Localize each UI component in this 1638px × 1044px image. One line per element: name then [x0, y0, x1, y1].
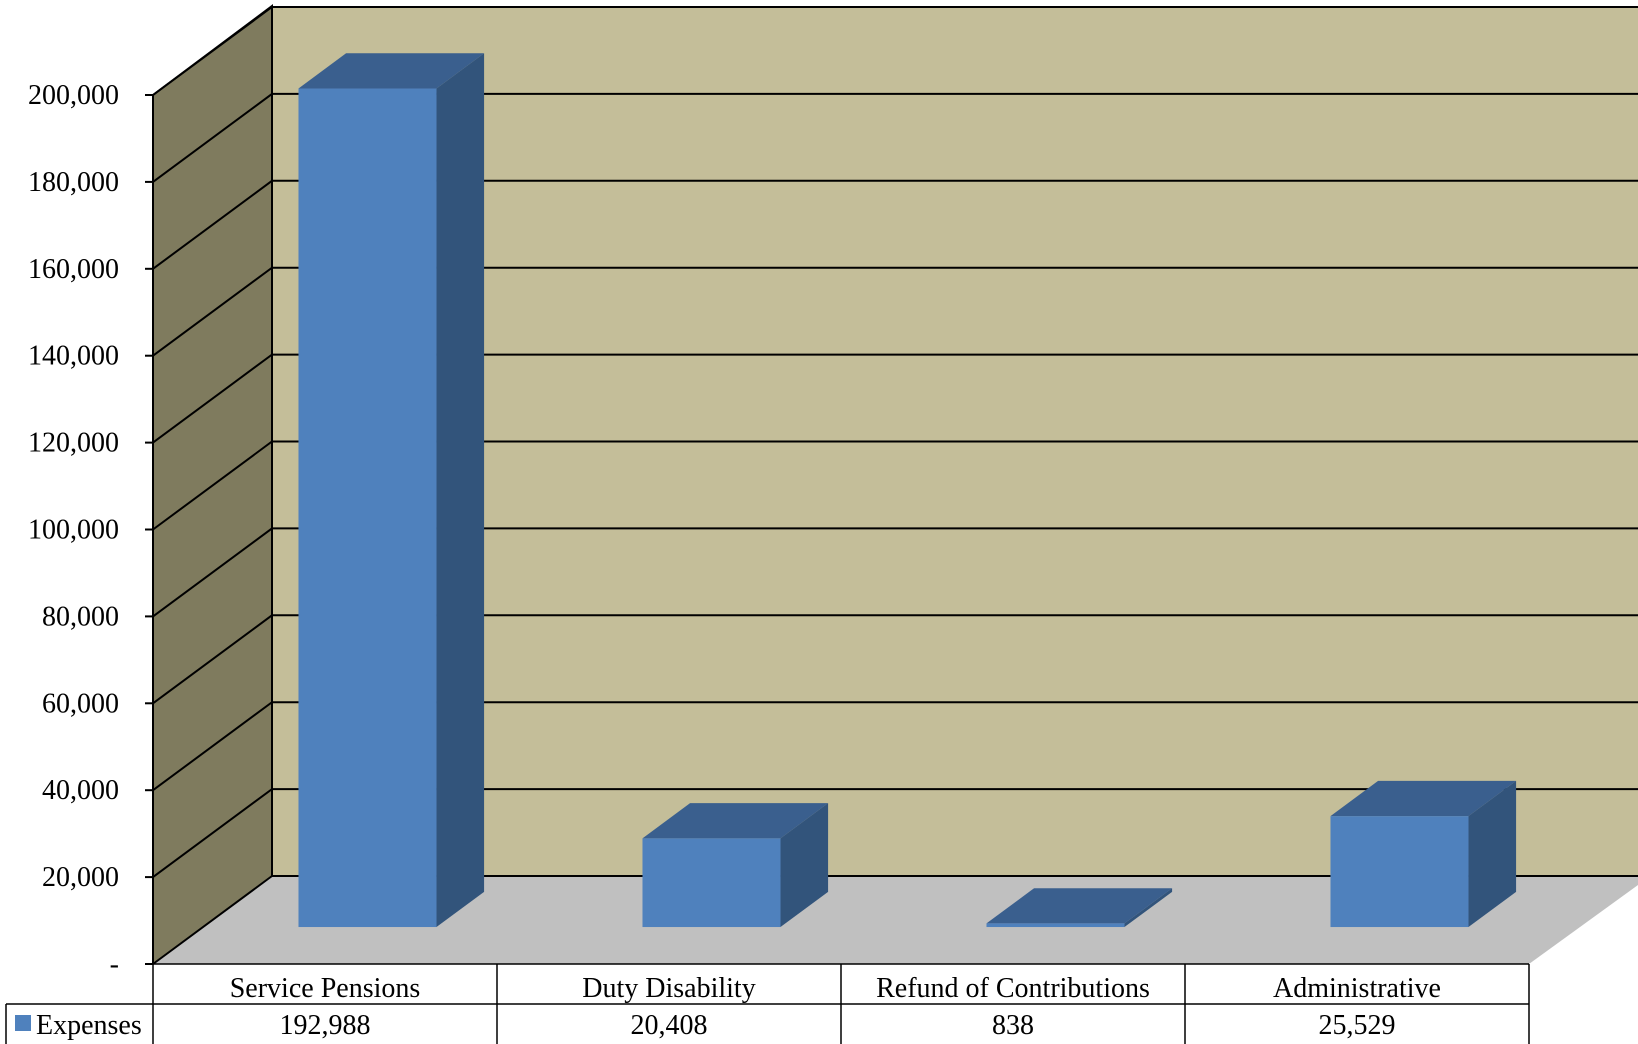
y-tick-label: 80,000	[42, 601, 119, 632]
gridline	[152, 440, 1638, 531]
data-label: 25,529	[1319, 1010, 1396, 1041]
gridline	[152, 92, 1638, 183]
category-label: Administrative	[1273, 973, 1441, 1004]
gridline	[152, 527, 1638, 618]
y-tick-label: 60,000	[42, 688, 119, 719]
bars	[298, 53, 1517, 928]
gridline	[152, 266, 1638, 357]
y-tick-label: 120,000	[28, 428, 119, 459]
y-axis-tick-labels: - 20,000 40,000 60,000 80,000 100,000 120,000 1…	[28, 80, 119, 980]
data-label: 838	[992, 1010, 1034, 1041]
gridline	[152, 353, 1638, 444]
category-label: Duty Disability	[582, 973, 755, 1004]
data-label: 192,988	[280, 1010, 371, 1041]
y-tick-label: 180,000	[28, 167, 119, 198]
y-tick-label: -	[110, 949, 119, 980]
gridline	[152, 6, 1638, 96]
y-tick-label: 100,000	[28, 515, 119, 546]
y-tick-label: 40,000	[42, 775, 119, 806]
gridlines	[145, 6, 1638, 965]
y-tick-label: 200,000	[28, 80, 119, 111]
y-tick-label: 140,000	[28, 341, 119, 372]
category-label: Service Pensions	[230, 973, 421, 1004]
gridline	[152, 788, 1638, 878]
bar	[986, 888, 1173, 928]
bar	[642, 803, 829, 928]
category-label: Refund of Contributions	[876, 973, 1150, 1004]
bar	[298, 53, 485, 928]
gridline	[152, 701, 1638, 792]
data-table: Service Pensions 192,988 Duty Disability 20…	[5, 963, 1530, 1044]
y-tick-label: 20,000	[42, 862, 119, 893]
gridline	[152, 179, 1638, 270]
data-label: 20,408	[631, 1010, 708, 1041]
legend-label: Expenses	[36, 1010, 142, 1041]
floor	[153, 876, 1638, 964]
bar	[1330, 780, 1517, 928]
y-tick-label: 160,000	[28, 254, 119, 285]
legend-swatch	[15, 1015, 31, 1031]
gridline	[152, 614, 1638, 705]
